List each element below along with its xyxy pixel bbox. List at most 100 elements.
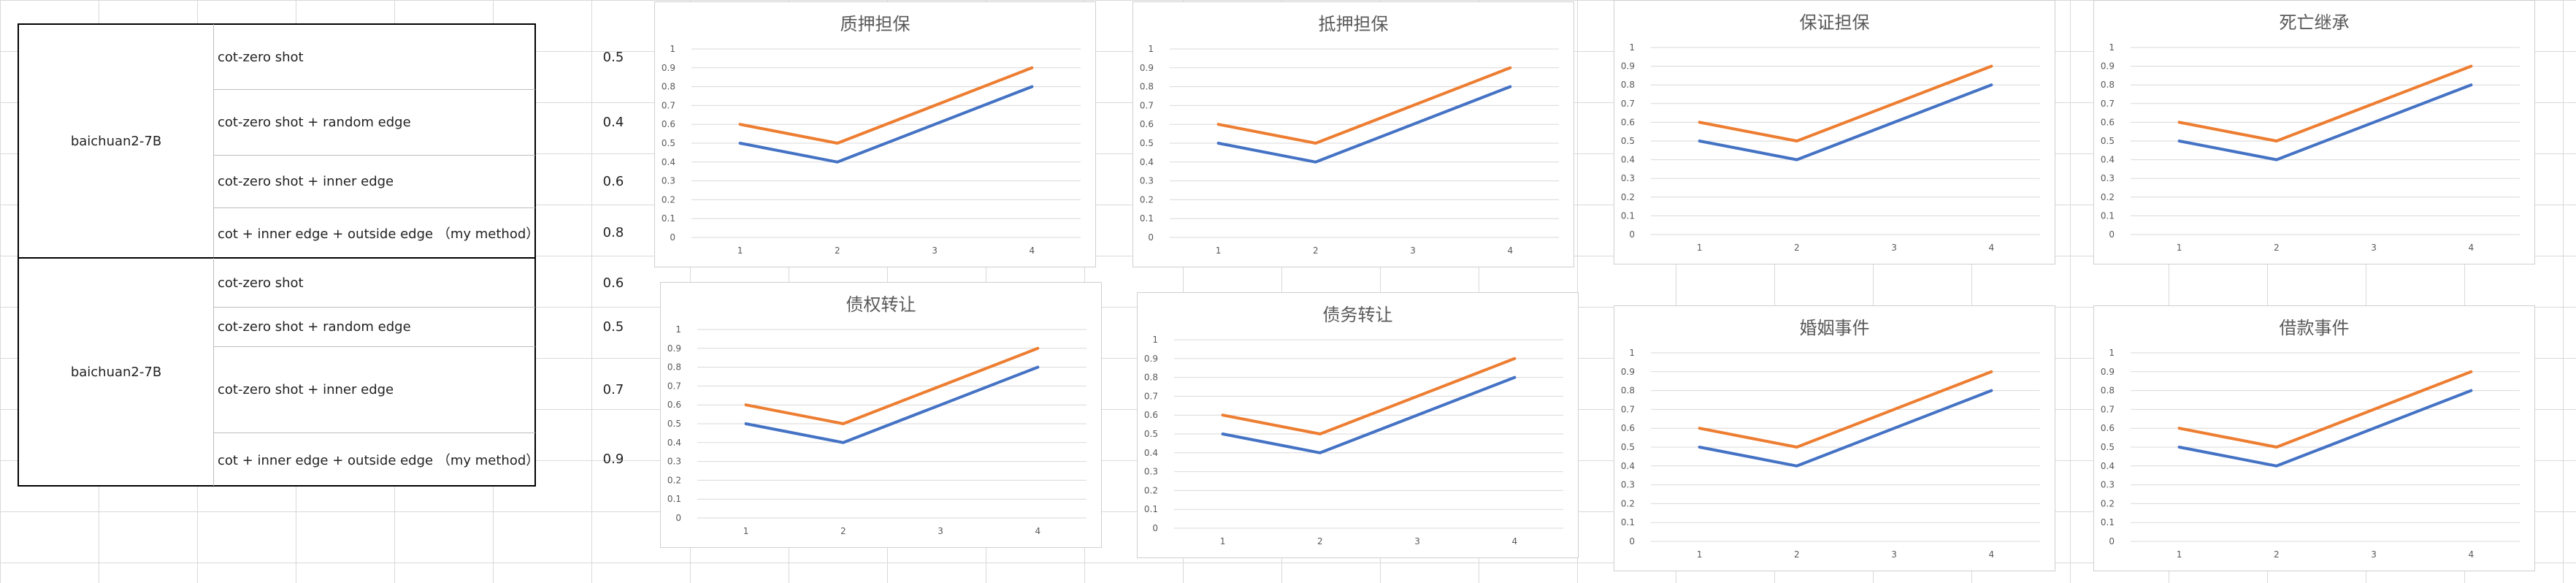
method-cell[interactable]: cot-zero shot + random edge	[218, 319, 411, 335]
x-tick-label: 3	[1410, 245, 1416, 256]
method-cell[interactable]: cot + inner edge + outside edge （my meth…	[218, 452, 540, 468]
row-divider	[214, 89, 535, 90]
line-chart[interactable]: 保证担保 0 0.1 0.2 0.3 0.4 0.5 0.6 0.7 0.8 0.9 1 1 2 3 4	[1614, 0, 2055, 264]
y-tick-label: 0.7	[662, 100, 675, 110]
y-tick-label: 0	[1148, 232, 1154, 243]
y-tick-label: 0.4	[1144, 448, 1158, 458]
chart-title: 债务转让	[1322, 305, 1393, 325]
y-tick-label: 0.6	[2101, 423, 2115, 433]
line-chart[interactable]: 债权转让 0 0.1 0.2 0.3 0.4 0.5 0.6 0.7 0.8 0.9 1 1 2 3 4	[660, 282, 1102, 548]
y-tick-label: 0.9	[662, 63, 675, 73]
y-tick-label: 0.2	[2101, 192, 2115, 202]
chart-title: 质押担保	[840, 14, 911, 34]
y-tick-label: 0.5	[1621, 442, 1635, 452]
y-tick-label: 0	[670, 232, 675, 243]
score-cell[interactable]: 0.7	[602, 382, 624, 397]
y-tick-label: 0.8	[1621, 80, 1635, 90]
y-tick-label: 0.8	[1144, 373, 1158, 383]
y-tick-label: 0.3	[2101, 173, 2115, 183]
line-chart[interactable]: 婚姻事件 0 0.1 0.2 0.3 0.4 0.5 0.6 0.7 0.8 0.9 1 1 2 3 4	[1614, 305, 2055, 571]
chart-plot: 0 0.1 0.2 0.3 0.4 0.5 0.6 0.7 0.8 0.9 1 1 2 3 4	[1144, 335, 1563, 546]
y-tick-label: 0.6	[662, 119, 675, 129]
y-tick-label: 0.8	[2101, 386, 2115, 396]
y-tick-label: 0.3	[2101, 480, 2115, 490]
x-tick-label: 4	[1989, 243, 1995, 253]
line-chart[interactable]: 借款事件 0 0.1 0.2 0.3 0.4 0.5 0.6 0.7 0.8 0.9 1 1 2 3 4	[2093, 305, 2535, 571]
x-tick-label: 3	[1891, 243, 1897, 253]
score-cell[interactable]: 0.8	[602, 225, 624, 240]
column-divider	[213, 258, 214, 486]
score-cell[interactable]: 0.5	[602, 319, 624, 335]
y-tick-label: 0.2	[1140, 194, 1154, 205]
y-tick-label: 0.8	[662, 82, 675, 92]
y-tick-label: 0.9	[2101, 61, 2115, 72]
x-tick-label: 1	[2177, 549, 2182, 560]
chart-plot: 0 0.1 0.2 0.3 0.4 0.5 0.6 0.7 0.8 0.9 1 1 2 3 4	[1140, 44, 1559, 256]
model-cell[interactable]: baichuan2-7B	[70, 133, 162, 149]
y-tick-label: 0.5	[1144, 429, 1158, 439]
y-tick-label: 0.9	[1621, 367, 1635, 377]
y-tick-label: 0.8	[1140, 82, 1154, 92]
y-tick-label: 0.1	[1621, 210, 1635, 221]
line-chart[interactable]: 抵押担保 0 0.1 0.2 0.3 0.4 0.5 0.6 0.7 0.8 0.9 1 1 2 3 4	[1132, 1, 1574, 267]
y-tick-label: 0.4	[1140, 157, 1154, 167]
x-tick-label: 4	[1030, 245, 1035, 256]
y-tick-label: 0.3	[667, 457, 681, 467]
x-tick-label: 4	[1512, 536, 1518, 546]
line-chart[interactable]: 债务转让 0 0.1 0.2 0.3 0.4 0.5 0.6 0.7 0.8 0.9 1 1 2 3 4	[1137, 292, 1579, 558]
y-tick-label: 0.3	[662, 176, 675, 186]
chart-title: 死亡继承	[2279, 12, 2350, 33]
method-cell[interactable]: cot-zero shot + inner edge	[218, 382, 394, 397]
x-tick-label: 4	[2469, 243, 2475, 253]
model-cell[interactable]: baichuan2-7B	[70, 364, 162, 380]
y-tick-label: 0.4	[662, 157, 675, 167]
chart-plot: 0 0.1 0.2 0.3 0.4 0.5 0.6 0.7 0.8 0.9 1 1 2 3 4	[1621, 348, 2040, 560]
x-tick-label: 2	[835, 245, 840, 256]
method-cell[interactable]: cot + inner edge + outside edge （my meth…	[218, 226, 540, 242]
y-tick-label: 0.8	[667, 362, 681, 373]
y-tick-label: 0.6	[1621, 117, 1635, 127]
x-tick-label: 1	[743, 526, 749, 536]
y-tick-label: 0.3	[1140, 176, 1154, 186]
score-cell[interactable]: 0.6	[602, 275, 624, 291]
y-tick-label: 0.8	[2101, 80, 2115, 90]
y-tick-label: 0.2	[2101, 498, 2115, 508]
method-cell[interactable]: cot-zero shot	[218, 275, 304, 291]
y-tick-label: 0	[1629, 229, 1635, 240]
row-divider	[214, 346, 535, 347]
table-group-1	[18, 23, 536, 259]
line-chart[interactable]: 死亡继承 0 0.1 0.2 0.3 0.4 0.5 0.6 0.7 0.8 0.9 1 1 2 3 4	[2093, 0, 2535, 264]
score-cell[interactable]: 0.5	[602, 49, 624, 65]
y-tick-label: 0.6	[1140, 119, 1154, 129]
chart-title: 保证担保	[1799, 12, 1870, 33]
method-cell[interactable]: cot-zero shot	[218, 49, 304, 65]
y-tick-label: 0	[2109, 536, 2115, 546]
method-cell[interactable]: cot-zero shot + inner edge	[218, 174, 394, 189]
chart-plot: 0 0.1 0.2 0.3 0.4 0.5 0.6 0.7 0.8 0.9 1 1 2 3 4	[1621, 42, 2040, 253]
y-tick-label: 0.7	[1144, 391, 1158, 401]
x-tick-label: 2	[1317, 536, 1323, 546]
x-tick-label: 3	[1414, 536, 1420, 546]
y-tick-label: 0.4	[2101, 155, 2115, 165]
y-tick-label: 0.2	[1621, 498, 1635, 508]
score-cell[interactable]: 0.6	[602, 174, 624, 189]
row-divider	[214, 155, 535, 156]
score-cell[interactable]: 0.4	[602, 115, 624, 130]
y-tick-label: 0.6	[1621, 423, 1635, 433]
method-cell[interactable]: cot-zero shot + random edge	[218, 115, 411, 130]
y-tick-label: 1	[2109, 42, 2115, 53]
y-tick-label: 0.7	[1621, 404, 1635, 414]
score-cell[interactable]: 0.9	[602, 451, 624, 467]
y-tick-label: 0.8	[1621, 386, 1635, 396]
x-tick-label: 2	[2274, 243, 2280, 253]
y-tick-label: 0	[1152, 523, 1158, 533]
row-divider	[214, 307, 535, 308]
y-tick-label: 0.1	[667, 494, 681, 504]
y-tick-label: 0.4	[1621, 155, 1635, 165]
x-tick-label: 1	[1216, 245, 1222, 256]
y-tick-label: 0.4	[667, 438, 681, 448]
x-tick-label: 4	[1989, 549, 1995, 560]
line-chart[interactable]: 质押担保 0 0.1 0.2 0.3 0.4 0.5 0.6 0.7 0.8 0.9 1 1 2 3 4	[654, 1, 1096, 267]
y-tick-label: 0	[675, 513, 681, 523]
